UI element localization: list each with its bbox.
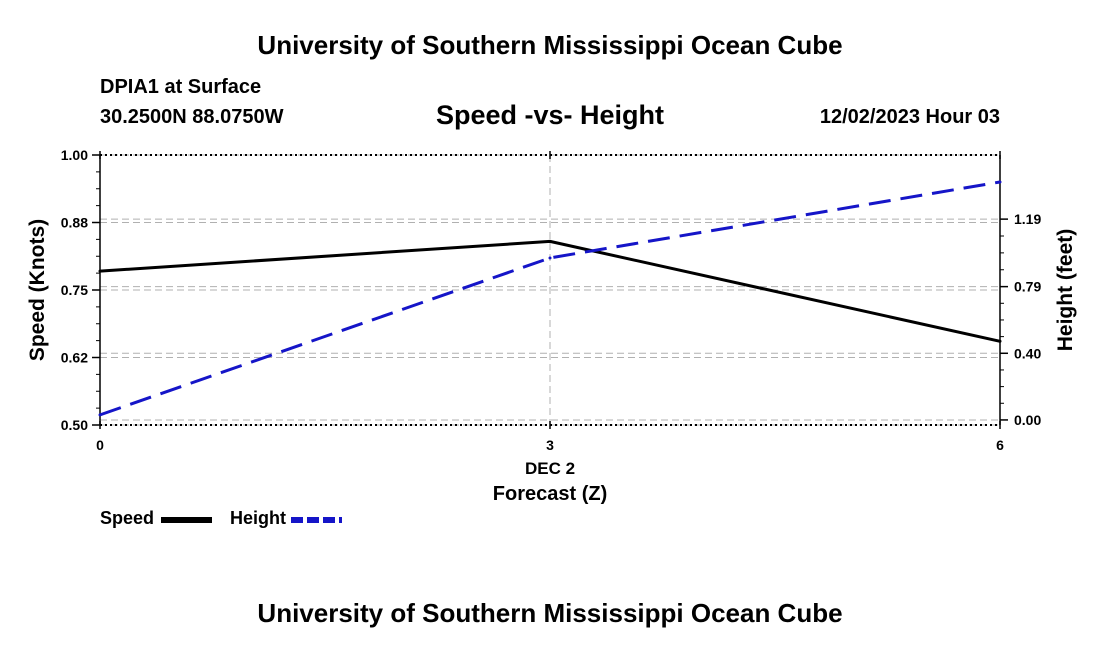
y-axis-label-left: Speed (Knots) xyxy=(26,219,49,361)
datetime-label: 12/02/2023 Hour 03 xyxy=(819,106,1000,128)
x-tick-label-0: 0 xyxy=(96,437,104,453)
series-line-height xyxy=(99,180,1001,417)
left-tick-label-1: 0.62 xyxy=(61,350,88,366)
x-tick-label-1: 3 xyxy=(546,437,554,453)
coordinates-label: 30.2500N 88.0750W xyxy=(100,106,284,128)
right-tick-label-1: 0.40 xyxy=(1014,345,1041,361)
series-point-height-2 xyxy=(998,180,1002,184)
series-point-speed-1 xyxy=(548,239,552,243)
series-point-speed-2 xyxy=(998,339,1002,343)
legend-height-label: Height xyxy=(230,508,286,528)
series-point-height-1 xyxy=(548,256,552,260)
station-label: DPIA1 at Surface xyxy=(100,76,262,98)
x-tick-label-2: 6 xyxy=(996,437,1004,453)
right-tick-label-2: 0.79 xyxy=(1014,279,1041,295)
left-tick-label-3: 0.88 xyxy=(61,215,88,231)
y-axis-label-right: Height (feet) xyxy=(1054,229,1077,352)
series-point-height-0 xyxy=(98,413,102,417)
left-tick-label-4: 1.00 xyxy=(61,147,88,163)
chart-title: Speed -vs- Height xyxy=(435,100,665,130)
left-tick-label-0: 0.50 xyxy=(61,417,88,433)
left-tick-label-2: 0.75 xyxy=(61,282,88,298)
x-sublabel: DEC 2 xyxy=(525,459,575,478)
right-tick-label-0: 0.00 xyxy=(1014,412,1041,428)
footer-title: University of Southern Mississippi Ocean… xyxy=(257,598,843,628)
series-point-speed-0 xyxy=(98,269,102,273)
right-tick-label-3: 1.19 xyxy=(1014,211,1041,227)
x-axis-label: Forecast (Z) xyxy=(493,483,607,505)
page-title: University of Southern Mississippi Ocean… xyxy=(257,30,843,60)
legend-speed-label: Speed xyxy=(100,508,155,528)
